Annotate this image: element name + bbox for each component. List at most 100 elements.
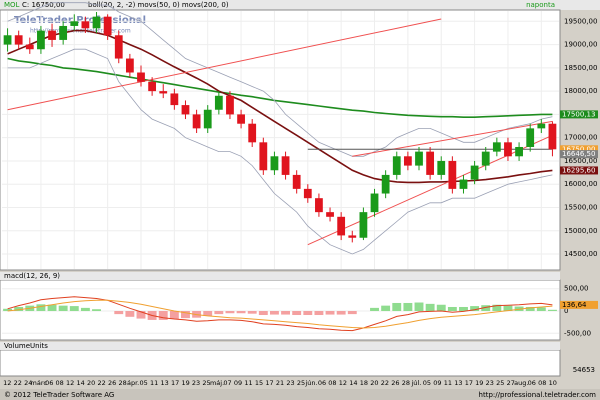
- line: [7, 299, 553, 329]
- x-tick-label: 11: [444, 379, 452, 387]
- y-tick-label: -500,00: [564, 329, 591, 337]
- macd-title: macd(12, 26, 9): [4, 272, 60, 280]
- macd-hist: [292, 311, 302, 316]
- candle-body: [504, 142, 512, 157]
- volume-title: VolumeUnits: [4, 342, 48, 350]
- candle-body: [237, 114, 245, 124]
- candle-body: [437, 160, 446, 175]
- macd-hist: [80, 307, 90, 311]
- indicators: boll(20, 2, -2) movs(50, 0) movs(200, 0): [88, 1, 229, 9]
- trend-line: [7, 18, 442, 111]
- candle-body: [337, 216, 346, 236]
- candle-body: [481, 151, 490, 166]
- x-tick-label: máj.: [210, 379, 224, 387]
- macd-hist: [325, 311, 335, 315]
- x-tick-label: 09: [433, 379, 441, 387]
- macd-hist: [459, 306, 468, 311]
- price-label: 16750,00: [562, 145, 595, 153]
- macd-last: 136,64: [562, 301, 587, 309]
- candle-body: [326, 212, 334, 217]
- macd-hist: [547, 309, 557, 311]
- y-tick-label: 500,00: [564, 285, 589, 293]
- candle-body: [159, 91, 168, 94]
- macd-hist: [392, 302, 402, 311]
- x-tick-label: 17: [171, 379, 179, 387]
- macd-hist: [447, 306, 457, 311]
- x-tick-label: aug.: [514, 379, 528, 387]
- x-tick-label: 17: [465, 379, 473, 387]
- macd-header: [0, 272, 560, 280]
- candle-body: [315, 198, 323, 213]
- macd-hist: [47, 304, 57, 311]
- macd-hist: [303, 311, 313, 316]
- x-tick-label: 12: [339, 379, 347, 387]
- x-tick-label: 21: [276, 379, 284, 387]
- x-tick-label: 26: [108, 379, 116, 387]
- x-tick-label: 06: [45, 379, 53, 387]
- macd-hist: [281, 311, 291, 315]
- macd-hist: [14, 306, 24, 311]
- x-tick-label: 20: [87, 379, 95, 387]
- macd-hist: [425, 303, 435, 311]
- y-tick-label: 16000,00: [564, 180, 597, 188]
- x-tick-label: 15: [255, 379, 263, 387]
- candle-body: [270, 156, 279, 171]
- x-tick-label: 08: [328, 379, 336, 387]
- candle-body: [226, 95, 234, 115]
- candle-body: [37, 30, 45, 50]
- macd-hist: [3, 308, 13, 311]
- macd-hist: [203, 311, 213, 316]
- x-tick-label: 28: [402, 379, 410, 387]
- candle-body: [103, 16, 112, 36]
- x-tick-label: 20: [370, 379, 378, 387]
- x-tick-label: 13: [454, 379, 462, 387]
- candle-body: [448, 160, 457, 189]
- macd-hist: [414, 302, 424, 311]
- x-tick-label: 26: [391, 379, 399, 387]
- x-tick-label: 10: [549, 379, 557, 387]
- macd-hist: [92, 309, 101, 311]
- x-tick-label: 09: [234, 379, 242, 387]
- candle-body: [492, 142, 501, 152]
- x-tick-label: 05: [423, 379, 431, 387]
- candle-body: [381, 174, 390, 194]
- candle-body: [470, 165, 479, 180]
- macd-hist: [169, 311, 179, 320]
- macd-hist: [269, 311, 279, 315]
- price-label-box: [560, 110, 598, 119]
- macd-last-box: [560, 300, 598, 309]
- footer-bar: [0, 389, 600, 400]
- candle-body: [25, 44, 34, 50]
- candle-body: [214, 95, 223, 110]
- macd-hist: [436, 304, 446, 311]
- candle-body: [248, 123, 257, 143]
- candle-body: [548, 123, 557, 150]
- x-tick-label: 24: [24, 379, 32, 387]
- line: [7, 296, 553, 332]
- macd-hist: [314, 311, 324, 316]
- candle-body: [114, 35, 123, 59]
- macd-hist: [370, 307, 379, 311]
- candle-body: [92, 16, 101, 29]
- quote: C: 16750,00: [22, 1, 65, 9]
- x-tick-label: 14: [77, 379, 85, 387]
- x-tick-label: 11: [150, 379, 158, 387]
- line: [7, 2, 553, 157]
- candle-body: [70, 21, 79, 26]
- macd-hist: [525, 306, 535, 311]
- x-tick-label: 19: [475, 379, 483, 387]
- macd-hist: [125, 311, 135, 317]
- x-tick-label: 11: [244, 379, 252, 387]
- macd-hist: [58, 305, 68, 311]
- macd-hist: [69, 306, 79, 311]
- x-tick-label: 25: [297, 379, 305, 387]
- x-tick-label: 07: [223, 379, 231, 387]
- period: naponta: [526, 1, 555, 9]
- candle-body: [148, 81, 157, 92]
- candle-body: [203, 109, 212, 129]
- macd-hist: [347, 311, 357, 315]
- x-tick-label: 27: [507, 379, 515, 387]
- candle-body: [292, 174, 301, 189]
- y-tick-label: 18000,00: [564, 87, 597, 95]
- y-tick-label: 19000,00: [564, 41, 597, 49]
